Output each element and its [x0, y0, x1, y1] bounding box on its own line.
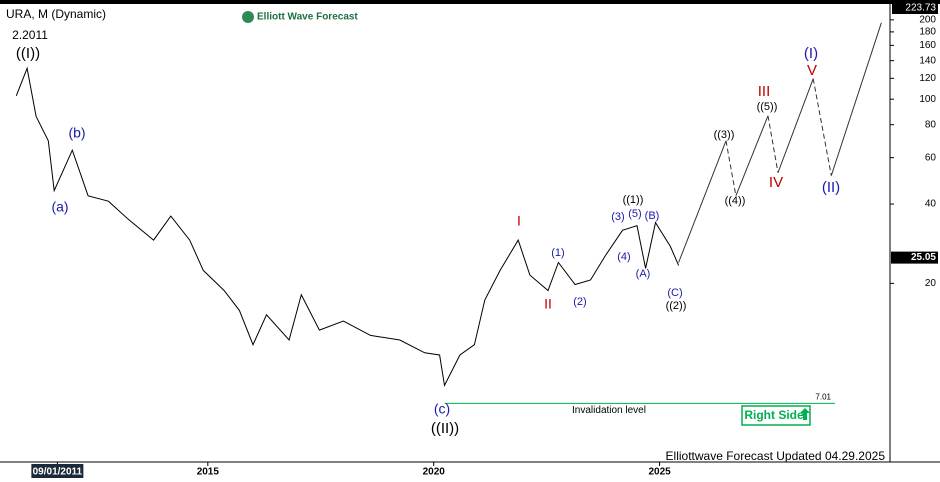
wave-label: ((2)) [666, 300, 687, 312]
y-tick-label: 160 [919, 40, 936, 51]
x-tick-label: 09/01/2011 [33, 467, 83, 478]
projection-segment [812, 78, 832, 176]
wave-label: ((1)) [623, 194, 644, 206]
wave-label: (a) [51, 199, 68, 215]
projection-segment [725, 140, 737, 196]
wave-label: II [544, 296, 552, 312]
projection-segment [767, 115, 779, 173]
projection-segment [777, 78, 814, 173]
wave-label: (5) [628, 208, 641, 220]
x-tick-label: 2015 [197, 467, 220, 478]
wave-label: ((II)) [431, 420, 459, 437]
projection-segment [830, 22, 882, 176]
wave-label: (1) [551, 247, 564, 259]
last-price-label: 25.05 [911, 252, 936, 263]
x-tick-highlight [31, 464, 84, 478]
badge-arrow [800, 408, 810, 420]
y-tick-label: 80 [925, 119, 937, 130]
wave-label: III [758, 83, 771, 100]
wave-label: ((5)) [757, 101, 778, 113]
invalidation-label: Invalidation level [572, 405, 646, 416]
y-tick-label: 180 [919, 27, 936, 38]
wave-label: V [807, 62, 817, 79]
wave-label: (A) [636, 268, 651, 280]
wave-label: ((I)) [16, 45, 40, 62]
y-tick-label: 120 [919, 73, 936, 84]
wave-label: (I) [804, 45, 818, 62]
footer: Elliottwave Forecast Updated 04.29.2025 [666, 449, 886, 463]
wave-label: IV [769, 174, 783, 191]
last-price-box [891, 251, 938, 264]
y-tick-label: 60 [925, 152, 937, 163]
x-tick-label: 2020 [423, 467, 446, 478]
wave-label: 2.2011 [12, 28, 48, 42]
projection-segment [735, 115, 769, 196]
wave-label: (c) [434, 401, 450, 417]
y-tick-label: 20 [925, 278, 937, 289]
top-label: 223.73 [905, 3, 936, 14]
y-tick-label: 200 [919, 14, 936, 25]
brand-logo [242, 11, 254, 23]
wave-label: (C) [667, 287, 682, 299]
y-tick-label: 140 [919, 55, 936, 66]
wave-label: (3) [611, 211, 624, 223]
top-border [0, 0, 940, 4]
wave-label: (b) [68, 125, 85, 141]
top-label-box [892, 3, 938, 14]
wave-label: (2) [573, 296, 586, 308]
wave-label: ((3)) [714, 129, 735, 141]
y-tick-label: 40 [925, 199, 937, 210]
brand: Elliott Wave Forecast [257, 12, 358, 23]
y-tick-label: 100 [919, 94, 936, 105]
invalidation-value: 7.01 [815, 392, 831, 401]
projection-segment [678, 140, 727, 263]
wave-label: (4) [617, 251, 630, 263]
wave-label: (II) [822, 179, 840, 196]
wave-label: (B) [645, 210, 660, 222]
chart-title: URA, M (Dynamic) [6, 7, 106, 21]
badge-box [741, 405, 811, 426]
price-line [15, 66, 680, 387]
wave-label: I [517, 213, 521, 229]
x-tick-label: 2025 [648, 467, 671, 478]
wave-label: ((4)) [725, 195, 746, 207]
badge: Right Side [744, 408, 804, 422]
